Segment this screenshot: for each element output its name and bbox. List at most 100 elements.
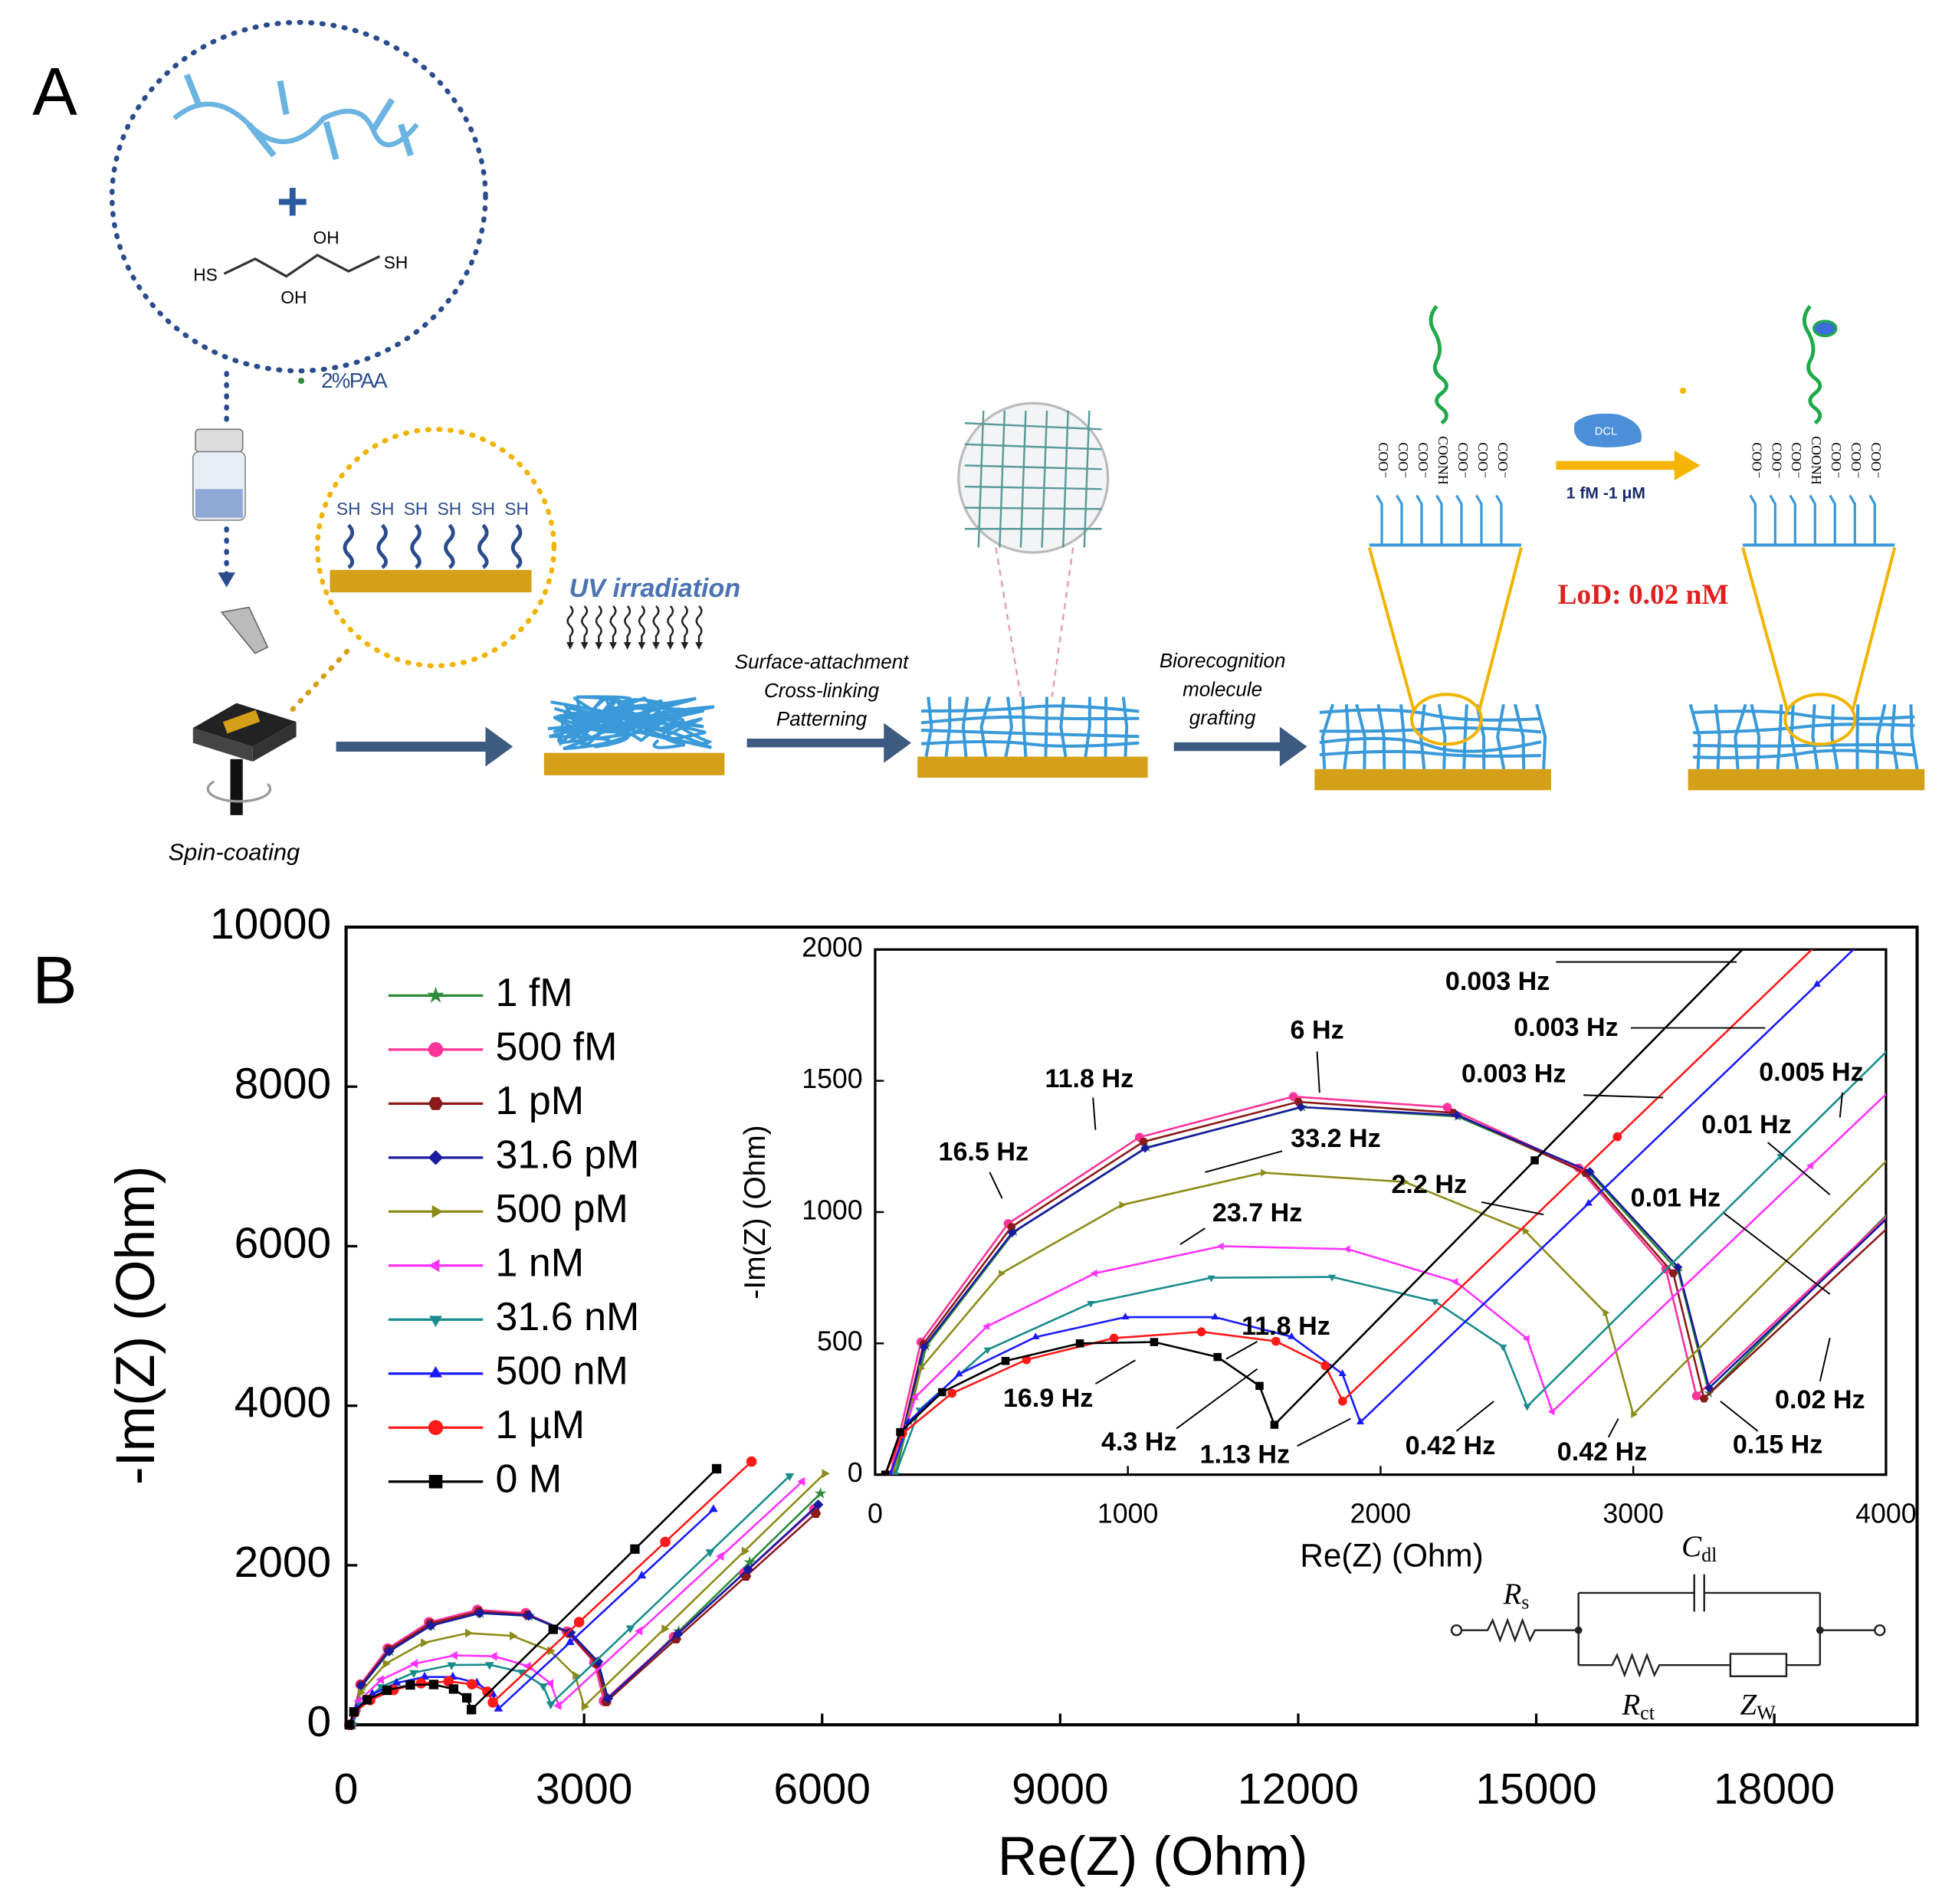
data-point <box>1791 892 1799 900</box>
brush-chain <box>1749 494 1757 546</box>
thiol-chain <box>376 523 388 569</box>
data-point <box>1612 1132 1622 1142</box>
data-point <box>1356 1417 1365 1425</box>
annotation-leader <box>1607 1418 1619 1438</box>
pipette <box>220 606 269 654</box>
network-strand <box>1319 708 1542 722</box>
brush-chain <box>1789 494 1796 546</box>
annotation-leader <box>1092 1097 1097 1130</box>
annotation-leader <box>1316 1051 1320 1093</box>
network-strand <box>1376 703 1386 769</box>
chain-label: COO⁻ <box>1475 442 1491 478</box>
dot <box>1680 387 1687 395</box>
thiol-label: SH <box>370 499 395 519</box>
network-strand <box>1059 696 1068 757</box>
data-point <box>466 1679 477 1690</box>
data-point <box>983 1347 992 1355</box>
data-point <box>409 1659 418 1669</box>
dcl-label: DCL <box>1595 425 1617 437</box>
circuit-label-main: R <box>1503 1578 1522 1611</box>
data-point <box>1927 1171 1937 1180</box>
data-point <box>1119 1201 1127 1209</box>
inset-x-tick-label: 1000 <box>1097 1499 1158 1529</box>
brush-chain <box>1475 494 1483 546</box>
network-strand <box>1909 704 1919 770</box>
data-point <box>443 1676 454 1687</box>
data-point <box>429 1316 442 1328</box>
zoom-bubble <box>957 401 1110 554</box>
data-point <box>538 1683 548 1692</box>
data-point <box>982 1322 989 1331</box>
data-point <box>383 1646 395 1657</box>
brush-chain <box>1396 494 1403 546</box>
zoom-ellipse <box>1783 693 1857 746</box>
brush-chain <box>1415 494 1423 546</box>
data-point <box>1216 1242 1224 1250</box>
side-chain <box>398 123 414 157</box>
data-point <box>356 1680 367 1692</box>
series-line <box>350 1473 825 1725</box>
data-point <box>357 1688 366 1697</box>
data-point <box>467 1705 477 1715</box>
annotation-leader <box>1819 1337 1831 1382</box>
network-strand <box>1535 703 1547 769</box>
series-line <box>349 1480 803 1725</box>
polymer-chain <box>172 101 419 148</box>
data-point <box>362 1695 372 1705</box>
network-strand <box>1021 696 1028 757</box>
data-point <box>581 1702 589 1712</box>
data-point <box>938 1388 946 1397</box>
chain-label: COO⁻ <box>1396 442 1411 478</box>
data-point <box>344 1719 354 1730</box>
network-strand <box>1044 696 1049 757</box>
network-strand <box>1104 696 1108 757</box>
network-strand <box>1355 703 1366 769</box>
frequency-annotation: 16.9 Hz <box>1003 1384 1094 1413</box>
data-point <box>461 1693 472 1703</box>
network-strand <box>1121 696 1129 757</box>
data-point <box>1090 1269 1097 1277</box>
network-detail <box>1083 410 1091 548</box>
x-axis-label: Re(Z) (Ohm) <box>998 1826 1308 1887</box>
gold-substrate <box>917 756 1148 778</box>
inset-x-tick-label: 2000 <box>1350 1499 1411 1529</box>
brush-chain <box>1868 494 1876 546</box>
chain-label: COONH <box>1435 436 1451 485</box>
data-point <box>1673 1263 1683 1272</box>
legend-label: 0 M <box>495 1457 562 1501</box>
data-point <box>918 1364 926 1372</box>
data-point <box>1530 1156 1539 1165</box>
vial-cap <box>195 428 244 453</box>
thiol-chain <box>510 523 523 569</box>
y-tick-label: 10000 <box>210 900 331 949</box>
network-strand <box>1475 703 1486 769</box>
data-point <box>660 1536 671 1548</box>
frequency-annotation: 0.42 Hz <box>1406 1431 1496 1460</box>
chain-label: COO⁻ <box>1376 442 1391 478</box>
data-point <box>1211 1312 1219 1319</box>
legend-label: 1 µM <box>495 1403 585 1447</box>
data-point <box>428 1680 439 1689</box>
step-label: Cross-linking <box>764 679 880 702</box>
data-point <box>1338 1396 1347 1406</box>
brush-chain <box>1455 494 1463 546</box>
data-point <box>896 1427 904 1437</box>
network-strand <box>1319 726 1542 734</box>
chain-label: COO⁻ <box>1849 442 1864 478</box>
data-point <box>1270 1421 1279 1429</box>
data-point <box>565 1637 575 1645</box>
circuit-label: Cdl <box>1681 1530 1717 1566</box>
uv-ray <box>595 605 602 644</box>
inset-y-tick-label: 1000 <box>802 1195 862 1225</box>
lod-label: LoD: 0.02 nM <box>1558 579 1729 611</box>
frequency-annotation: 0.003 Hz <box>1461 1059 1566 1088</box>
data-point <box>546 1701 556 1709</box>
network-strand <box>1084 696 1092 757</box>
data-point <box>1255 1381 1264 1391</box>
data-point <box>1087 1300 1095 1308</box>
thiol-chain <box>343 523 355 569</box>
data-point <box>465 1628 474 1638</box>
brush-chain <box>1376 494 1383 546</box>
data-point <box>1288 1332 1296 1339</box>
data-point <box>517 1669 527 1678</box>
